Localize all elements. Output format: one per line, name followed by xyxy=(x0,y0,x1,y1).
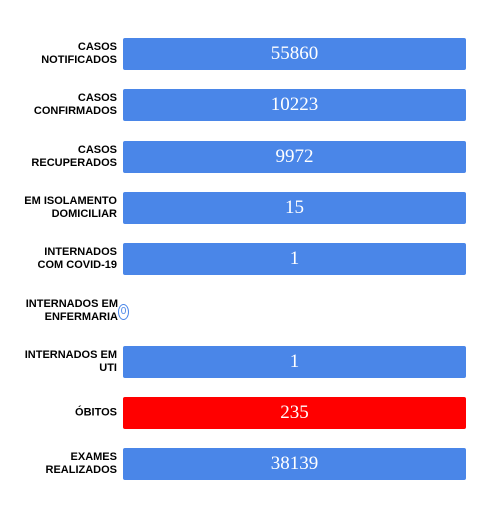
label-line: DOMICILIAR xyxy=(51,207,117,220)
stat-label: CASOS RECUPERADOS xyxy=(31,144,117,170)
stat-value: 15 xyxy=(123,191,466,224)
label-line: NOTIFICADOS xyxy=(41,54,117,66)
label-line: CONFIRMADOS xyxy=(33,105,117,118)
stat-row: INTERNADOS COM COVID-19 1 xyxy=(0,242,498,276)
stat-row: CASOS CONFIRMADOS 10223 xyxy=(0,88,498,122)
stat-value: 1 xyxy=(123,243,466,276)
stat-value: 55860 xyxy=(123,38,466,70)
stat-row: CASOS RECUPERADOS 9972 xyxy=(0,140,498,174)
label-line: REALIZADOS xyxy=(45,464,118,477)
stat-row: INTERNADOS EM UTI 1 xyxy=(0,345,498,379)
stat-label: EM ISOLAMENTO DOMICILIAR xyxy=(24,195,117,221)
stat-value: 9972 xyxy=(123,140,466,173)
stat-label: ÓBITOS xyxy=(75,407,117,420)
label-line: CASOS xyxy=(77,143,117,156)
label-line: INTERNADOS xyxy=(44,246,117,259)
stat-row: EXAMES REALIZADOS 38139 xyxy=(0,447,498,481)
stat-label: INTERNADOS EM UTI xyxy=(25,349,117,375)
label-line: EXAMES xyxy=(70,451,117,464)
label-line: INTERNADOS EM xyxy=(24,348,117,361)
stat-badge: 0 xyxy=(118,303,129,320)
stat-label: CASOS CONFIRMADOS xyxy=(34,92,117,118)
label-line: RECUPERADOS xyxy=(31,156,117,169)
stat-label: EXAMES REALIZADOS xyxy=(46,451,118,477)
label-line: CASOS xyxy=(77,92,117,105)
label-line: ENFERMARIA xyxy=(44,310,118,323)
stat-value: 1 xyxy=(123,345,466,378)
stat-label: CASOS NOTIFICADOS xyxy=(41,41,117,67)
label-line: ÓBITOS xyxy=(75,406,117,419)
stat-row: EM ISOLAMENTO DOMICILIAR 15 xyxy=(0,191,498,225)
stat-value: 235 xyxy=(123,397,466,430)
stat-value: 10223 xyxy=(123,89,466,122)
stat-value: 38139 xyxy=(123,448,466,481)
stat-row: INTERNADOS EM ENFERMARIA 0 xyxy=(0,294,498,328)
label-line: CASOS xyxy=(77,41,117,53)
stat-row: ÓBITOS 235 xyxy=(0,396,498,430)
label-line: EM ISOLAMENTO xyxy=(24,194,117,207)
stat-label: INTERNADOS EM ENFERMARIA xyxy=(26,298,118,324)
label-line: COM COVID-19 xyxy=(37,259,117,272)
label-line: UTI xyxy=(99,361,117,374)
stat-row: CASOS NOTIFICADOS 55860 xyxy=(0,37,498,71)
label-line: INTERNADOS EM xyxy=(25,297,118,310)
stat-label: INTERNADOS COM COVID-19 xyxy=(38,246,117,272)
